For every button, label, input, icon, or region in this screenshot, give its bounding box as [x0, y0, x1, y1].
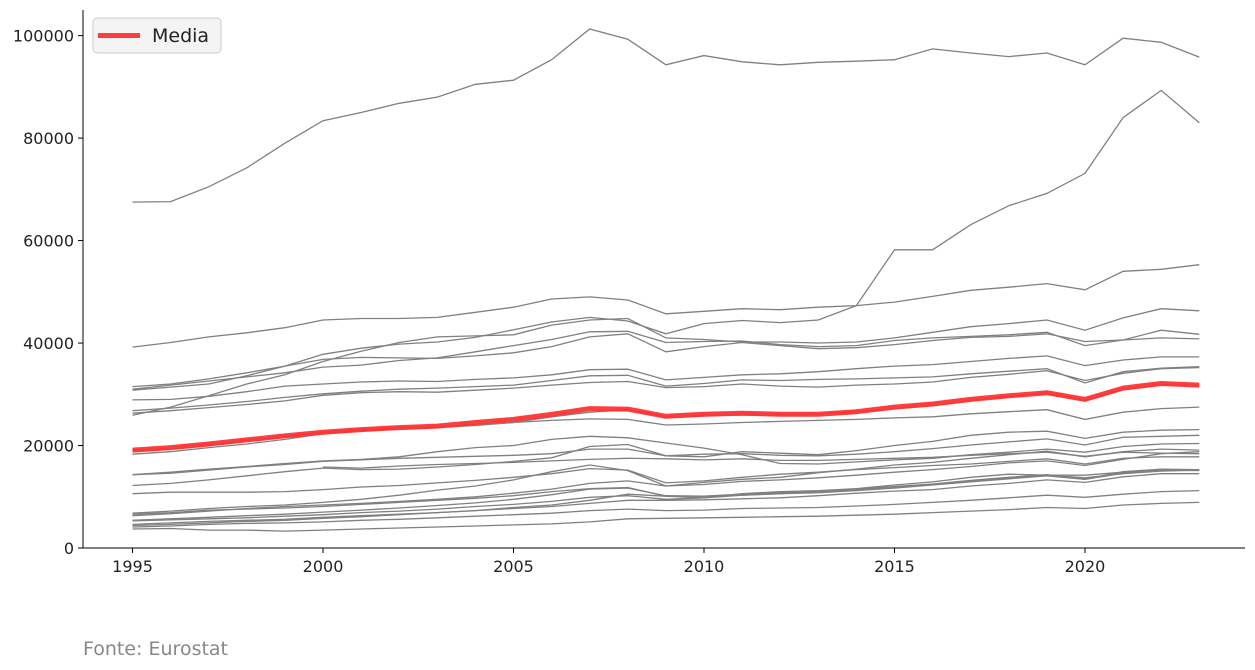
country-lines — [132, 28, 1200, 532]
y-tick-label-100000: 100000 — [13, 27, 74, 46]
y-tick-label-60000: 60000 — [23, 232, 74, 251]
x-tick-label-2020: 2020 — [1065, 557, 1106, 576]
country-line-15 — [132, 456, 1200, 495]
mean-line-layer — [132, 381, 1200, 453]
country-line-21 — [132, 469, 1200, 526]
country-line-12 — [132, 434, 1200, 476]
country-line-1 — [132, 28, 1200, 203]
y-tick-label-0: 0 — [64, 539, 74, 558]
x-tick-label-2015: 2015 — [874, 557, 915, 576]
country-line-8 — [132, 365, 1200, 412]
mean-line — [132, 381, 1200, 453]
country-line-14 — [132, 428, 1200, 487]
country-line-6 — [132, 308, 1200, 416]
country-line-5 — [132, 355, 1200, 401]
legend: Media — [92, 17, 222, 54]
x-tick-label-2000: 2000 — [303, 557, 344, 576]
country-line-23 — [132, 489, 1200, 528]
y-tick-label-40000: 40000 — [23, 334, 74, 353]
line-chart: 1995 2000 2005 2010 2015 2020 0 20000 40000 60000… — [13, 10, 1245, 576]
x-tick-label-2005: 2005 — [493, 557, 534, 576]
country-line-4 — [132, 333, 1200, 388]
x-tick-label-1995: 1995 — [112, 557, 153, 576]
country-line-18 — [132, 451, 1200, 517]
y-tick-label-80000: 80000 — [23, 129, 74, 148]
country-line-9 — [132, 366, 1200, 414]
x-tick-label-2010: 2010 — [684, 557, 725, 576]
y-tick-label-20000: 20000 — [23, 437, 74, 456]
country-line-25 — [322, 451, 1200, 469]
country-line-24 — [132, 501, 1200, 532]
country-line-7 — [132, 329, 1200, 390]
country-line-20 — [132, 469, 1200, 522]
axes: 1995 2000 2005 2010 2015 2020 0 20000 40000 60000… — [13, 10, 1245, 576]
legend-box — [92, 17, 222, 54]
country-line-13 — [132, 435, 1200, 476]
country-line-2 — [132, 89, 1200, 391]
country-line-10 — [132, 406, 1200, 452]
legend-label-media: Media — [152, 25, 209, 47]
source-note: Fonte: Eurostat — [83, 638, 229, 660]
country-line-3 — [132, 264, 1200, 348]
country-line-22 — [132, 473, 1200, 527]
